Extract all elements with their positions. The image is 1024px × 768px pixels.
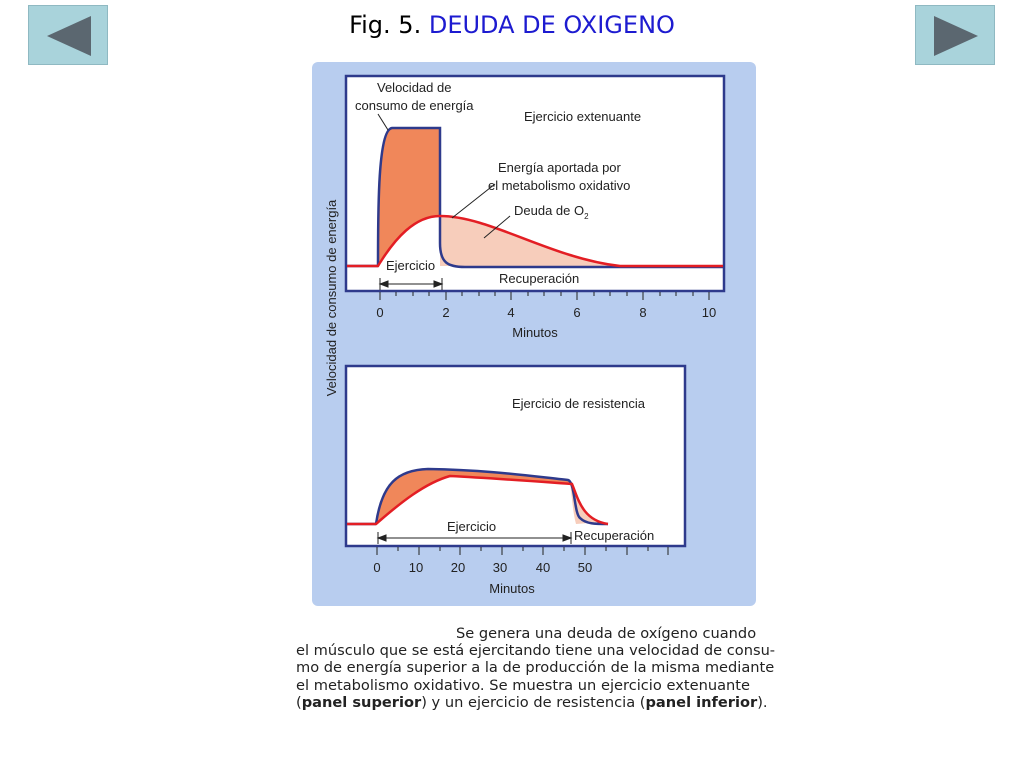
svg-text:Velocidad de: Velocidad de bbox=[377, 80, 451, 95]
bottom-tick-10: 10 bbox=[409, 560, 423, 575]
oxygen-debt-figure: Velocidad de consumo de energía Velocida… bbox=[312, 62, 756, 606]
svg-text:consumo de energía: consumo de energía bbox=[355, 98, 474, 113]
top-debt-label: Deuda de O bbox=[514, 203, 584, 218]
top-tick-6: 6 bbox=[573, 305, 580, 320]
top-x-axis bbox=[379, 292, 710, 300]
y-axis-label: Velocidad de consumo de energía bbox=[324, 199, 339, 396]
caption-end: ). bbox=[757, 693, 768, 711]
triangle-left-icon bbox=[47, 16, 91, 56]
caption-line-1: Se genera una deuda de oxígeno cuando bbox=[456, 625, 757, 642]
top-oxidative-curve bbox=[347, 214, 723, 268]
top-oxidative-label-2: el metabolismo oxidativo bbox=[488, 178, 630, 193]
page-title: Fig. 5. DEUDA DE OXIGENO bbox=[0, 8, 1024, 42]
bottom-tick-20: 20 bbox=[451, 560, 465, 575]
bottom-tick-30: 30 bbox=[493, 560, 507, 575]
triangle-right-icon bbox=[934, 16, 978, 56]
caption-panel-superior: panel superior bbox=[301, 693, 422, 711]
bottom-exercise-label: Ejercicio bbox=[447, 519, 496, 534]
caption-middle: ) y un ejercicio de resistencia ( bbox=[421, 693, 646, 711]
top-tick-2: 2 bbox=[442, 305, 449, 320]
top-tick-10: 10 bbox=[702, 305, 716, 320]
caption-line-5: (panel superior) y un ejercicio de resis… bbox=[296, 693, 768, 711]
caption-line-2: el músculo que se está ejercitando tiene… bbox=[296, 642, 776, 660]
bottom-tick-40: 40 bbox=[536, 560, 550, 575]
top-tick-4: 4 bbox=[507, 305, 514, 320]
top-rate-label-2: consumo de energía bbox=[355, 98, 474, 113]
top-oxidative-label-1: Energía aportada por bbox=[498, 160, 622, 175]
bottom-type-label: Ejercicio de resistencia bbox=[512, 396, 646, 411]
bottom-demand-curve bbox=[374, 467, 609, 526]
bottom-panel: Ejercicio de resistencia Ejercicio Recup… bbox=[344, 364, 687, 596]
bottom-x-axis bbox=[376, 547, 669, 555]
figure-number: Fig. 5. bbox=[349, 11, 422, 39]
next-slide-button[interactable] bbox=[915, 5, 995, 65]
caption-panel-inferior: panel inferior bbox=[645, 693, 758, 711]
top-x-axis-label: Minutos bbox=[512, 325, 558, 340]
top-tick-8: 8 bbox=[639, 305, 646, 320]
caption-paren-open: ( bbox=[296, 693, 302, 711]
top-rate-label-1: Velocidad de bbox=[377, 80, 451, 95]
bottom-tick-0: 0 bbox=[373, 560, 380, 575]
bottom-plot-frame bbox=[344, 364, 687, 548]
svg-text:Deuda de O2: Deuda de O2 bbox=[514, 203, 589, 221]
top-exercise-arrow bbox=[378, 278, 444, 290]
bottom-tick-50: 50 bbox=[578, 560, 592, 575]
top-demand-curve bbox=[376, 126, 723, 269]
bottom-exercise-arrow bbox=[376, 532, 573, 544]
bottom-recovery-label: Recuperación bbox=[574, 528, 654, 543]
top-tick-0: 0 bbox=[376, 305, 383, 320]
caption-line-3: mo de energía superior a la de producció… bbox=[296, 659, 775, 677]
caption-line-4: el metabolismo oxidativo. Se muestra un … bbox=[296, 676, 750, 694]
top-type-label: Ejercicio extenuante bbox=[524, 109, 641, 124]
bottom-oxidative-curve bbox=[347, 474, 609, 526]
figure-caption: Se genera una deuda de oxígeno cuando el… bbox=[296, 625, 776, 711]
top-exercise-label: Ejercicio bbox=[386, 258, 435, 273]
top-recovery-label: Recuperación bbox=[499, 271, 579, 286]
bottom-energy-excess-area bbox=[376, 469, 578, 524]
top-debt-subscript: 2 bbox=[584, 212, 589, 221]
previous-slide-button[interactable] bbox=[28, 5, 108, 65]
title-text: DEUDA DE OXIGENO bbox=[428, 11, 675, 39]
top-energy-excess-area bbox=[378, 128, 440, 266]
bottom-x-axis-label: Minutos bbox=[489, 581, 535, 596]
top-panel: Velocidad de consumo de energía Ejercici… bbox=[344, 74, 726, 340]
